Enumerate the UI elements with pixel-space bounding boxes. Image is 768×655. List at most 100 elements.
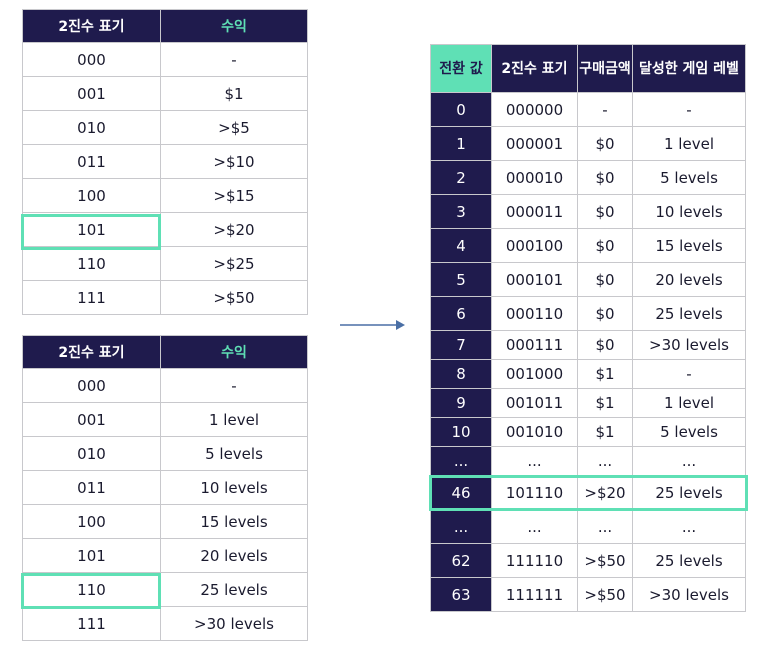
index-cell: 0 <box>430 92 492 127</box>
header-binary: 2진수 표기 <box>22 335 161 369</box>
right-arrow-icon <box>340 320 405 330</box>
binary-cell: 110 <box>22 572 161 607</box>
level-cell: 20 levels <box>632 262 746 297</box>
binary-cell: 001 <box>22 402 161 437</box>
value-cell: >$15 <box>160 178 308 213</box>
table-row-ellipsis: ............ <box>430 446 746 476</box>
binary-cell: 110 <box>22 246 161 281</box>
binary-level-table: 2진수 표기 수익 000- 001 1 level 010 5 levels 01… <box>22 335 308 641</box>
table-row: 011 >$10 <box>22 144 308 179</box>
binary-cell: 000 <box>22 42 161 77</box>
table-row: 1 000001 $0 1 level <box>430 126 746 161</box>
level-cell: - <box>632 359 746 389</box>
index-cell: 5 <box>430 262 492 297</box>
value-cell: >$20 <box>160 212 308 247</box>
index-cell: 1 <box>430 126 492 161</box>
level-cell: 5 levels <box>632 417 746 447</box>
index-cell: 62 <box>430 543 492 578</box>
level-cell: 10 levels <box>632 194 746 229</box>
binary-cell: 000 <box>22 368 161 403</box>
table-row: 100 >$15 <box>22 178 308 213</box>
index-cell: 9 <box>430 388 492 418</box>
table-row: 111 >$50 <box>22 280 308 315</box>
header-binary: 2진수 표기 <box>491 44 578 93</box>
table-row-highlighted: 46 101110 >$20 25 levels <box>430 475 746 510</box>
binary-cell: 000011 <box>491 194 578 229</box>
index-cell: ... <box>430 446 492 476</box>
binary-cell: 001 <box>22 76 161 111</box>
binary-cell: 100 <box>22 504 161 539</box>
header-game-level: 달성한 게임 레벨 <box>632 44 746 93</box>
table-row: 010 >$5 <box>22 110 308 145</box>
amount-cell: $0 <box>577 228 633 263</box>
table-row: 001 1 level <box>22 402 308 437</box>
level-cell: 1 level <box>632 388 746 418</box>
header-purchase-amount: 구매금액 <box>577 44 633 93</box>
table-row: 0 000000- - <box>430 92 746 127</box>
binary-cell: 000100 <box>491 228 578 263</box>
header-revenue: 수익 <box>160 335 308 369</box>
amount-cell: $1 <box>577 417 633 447</box>
amount-cell: $0 <box>577 126 633 161</box>
binary-cell: 011 <box>22 470 161 505</box>
binary-cell: ... <box>491 446 578 476</box>
table-row: 5 000101 $0 20 levels <box>430 262 746 297</box>
binary-cell: 010 <box>22 110 161 145</box>
binary-cell: 000101 <box>491 262 578 297</box>
level-cell: 5 levels <box>632 160 746 195</box>
value-cell: $1 <box>160 76 308 111</box>
value-cell: - <box>160 368 308 403</box>
binary-cell: 101 <box>22 212 161 247</box>
combined-conversion-table: 전환 값 2진수 표기 구매금액 달성한 게임 레벨 0 000000- - 1 00… <box>430 44 746 612</box>
amount-cell: $0 <box>577 330 633 360</box>
table-row: 110 >$25 <box>22 246 308 281</box>
amount-cell: ... <box>577 446 633 476</box>
level-cell: ... <box>632 509 746 544</box>
value-cell: 15 levels <box>160 504 308 539</box>
amount-cell: - <box>577 92 633 127</box>
amount-cell: $1 <box>577 359 633 389</box>
amount-cell: $1 <box>577 388 633 418</box>
amount-cell: >$20 <box>577 475 633 510</box>
amount-cell: $0 <box>577 194 633 229</box>
binary-cell: 000010 <box>491 160 578 195</box>
binary-cell: 100 <box>22 178 161 213</box>
value-cell: >$50 <box>160 280 308 315</box>
index-cell: 6 <box>430 296 492 331</box>
value-cell: 1 level <box>160 402 308 437</box>
binary-cell: 010 <box>22 436 161 471</box>
table-row: 000- <box>22 368 308 403</box>
value-cell: >$10 <box>160 144 308 179</box>
table-row: 62 111110 >$50 25 levels <box>430 543 746 578</box>
value-cell: >$5 <box>160 110 308 145</box>
binary-cell: 001010 <box>491 417 578 447</box>
index-cell: ... <box>430 509 492 544</box>
level-cell: ... <box>632 446 746 476</box>
index-cell: 63 <box>430 577 492 612</box>
table-row: 110 25 levels <box>22 572 308 607</box>
value-cell: - <box>160 42 308 77</box>
table-row: 010 5 levels <box>22 436 308 471</box>
binary-cell: 101 <box>22 538 161 573</box>
table-row: 011 10 levels <box>22 470 308 505</box>
binary-revenue-table: 2진수 표기 수익 000- 001 $1 010 >$5 011 >$10 100 >… <box>22 9 308 315</box>
table-row: 63 111111 >$50 >30 levels <box>430 577 746 612</box>
level-cell: 15 levels <box>632 228 746 263</box>
header-conversion-value: 전환 값 <box>430 44 492 93</box>
level-cell: - <box>632 92 746 127</box>
table-row: 4 000100 $0 15 levels <box>430 228 746 263</box>
binary-cell: 111110 <box>491 543 578 578</box>
value-cell: 25 levels <box>160 572 308 607</box>
amount-cell: $0 <box>577 160 633 195</box>
index-cell: 3 <box>430 194 492 229</box>
table-row: 8 001000 $1- <box>430 359 746 389</box>
binary-cell: 111 <box>22 280 161 315</box>
level-cell: 25 levels <box>632 543 746 578</box>
binary-cell: 001011 <box>491 388 578 418</box>
amount-cell: ... <box>577 509 633 544</box>
table-row: 101 20 levels <box>22 538 308 573</box>
binary-cell: 000111 <box>491 330 578 360</box>
table-row: 111 >30 levels <box>22 606 308 641</box>
table-row: 100 15 levels <box>22 504 308 539</box>
table-row: 101 >$20 <box>22 212 308 247</box>
